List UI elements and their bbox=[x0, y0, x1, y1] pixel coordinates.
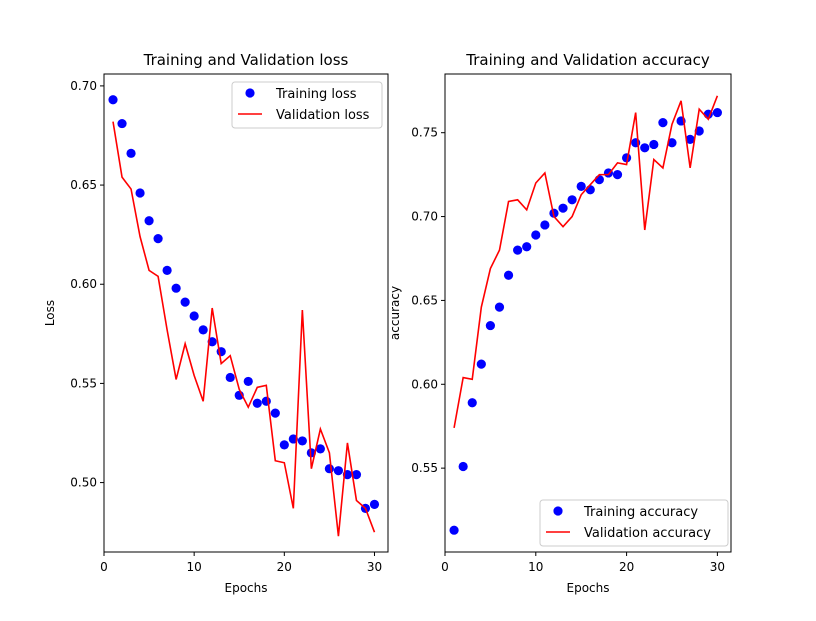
series-line-1 bbox=[453, 95, 719, 429]
x-tick-label: 0 bbox=[100, 560, 108, 574]
data-point bbox=[531, 230, 541, 240]
y-tick-label: 0.70 bbox=[411, 210, 438, 224]
chart-panel-1: Training and Validation accuracy Epochs ac… bbox=[388, 51, 732, 595]
x-axis-label: Epochs bbox=[567, 581, 610, 595]
chart-title: Training and Validation loss bbox=[143, 51, 349, 69]
legend-marker-swatch bbox=[245, 88, 255, 98]
data-point bbox=[153, 234, 163, 244]
data-point bbox=[126, 148, 136, 158]
data-point bbox=[252, 398, 262, 408]
data-point bbox=[658, 118, 668, 128]
data-point bbox=[485, 320, 495, 331]
data-point bbox=[225, 372, 235, 383]
legend: Training accuracy Validation accuracy bbox=[539, 499, 729, 547]
legend-marker-swatch bbox=[553, 506, 563, 516]
data-point bbox=[162, 265, 172, 275]
data-point bbox=[467, 398, 477, 408]
y-tick-label: 0.55 bbox=[70, 376, 97, 390]
chart-title: Training and Validation accuracy bbox=[465, 51, 710, 69]
legend: Training loss Validation loss bbox=[231, 81, 383, 129]
y-tick-label: 0.55 bbox=[411, 461, 438, 475]
data-point bbox=[594, 175, 604, 185]
data-point bbox=[135, 188, 145, 198]
y-axis-label: Loss bbox=[43, 300, 57, 326]
data-point bbox=[449, 525, 459, 535]
legend-label: Training accuracy bbox=[583, 505, 698, 520]
legend-label: Validation loss bbox=[276, 108, 370, 123]
data-point bbox=[576, 181, 586, 191]
x-axis-label: Epochs bbox=[225, 581, 268, 595]
data-point bbox=[180, 297, 190, 307]
legend-label: Training loss bbox=[275, 87, 357, 102]
data-point bbox=[712, 107, 722, 118]
plot-frame bbox=[444, 73, 732, 553]
x-tick-label: 30 bbox=[710, 560, 725, 574]
data-point bbox=[640, 143, 650, 153]
data-point bbox=[558, 203, 568, 213]
data-point bbox=[685, 134, 695, 145]
y-axis-label: accuracy bbox=[388, 286, 402, 340]
data-point bbox=[198, 325, 208, 335]
data-point bbox=[243, 376, 253, 387]
series-line-1 bbox=[112, 121, 376, 537]
y-tick-label: 0.60 bbox=[411, 377, 438, 391]
data-point bbox=[494, 302, 505, 312]
data-point bbox=[144, 216, 154, 226]
data-point bbox=[612, 170, 623, 180]
legend-box bbox=[231, 81, 383, 129]
legend-label: Validation accuracy bbox=[584, 526, 711, 541]
chart-panel-0: Training and Validation loss Epochs Loss 0 1… bbox=[43, 51, 389, 595]
data-point bbox=[503, 270, 514, 280]
data-point bbox=[333, 466, 344, 476]
data-point bbox=[458, 461, 468, 472]
y-tick-label: 0.65 bbox=[70, 178, 97, 192]
x-tick-label: 20 bbox=[619, 560, 634, 574]
data-point bbox=[261, 396, 271, 406]
legend-box bbox=[539, 499, 729, 547]
data-point bbox=[585, 185, 595, 195]
y-tick-label: 0.75 bbox=[411, 126, 438, 140]
x-tick-label: 20 bbox=[277, 560, 292, 574]
data-point bbox=[108, 95, 118, 105]
data-point bbox=[649, 139, 659, 150]
data-point bbox=[270, 408, 280, 418]
data-point bbox=[351, 470, 362, 480]
x-tick-label: 0 bbox=[441, 560, 449, 574]
data-point bbox=[369, 499, 380, 509]
data-point bbox=[540, 220, 550, 230]
data-point bbox=[189, 311, 199, 321]
y-tick-label: 0.70 bbox=[70, 79, 97, 93]
data-point bbox=[315, 444, 325, 454]
data-point bbox=[297, 436, 307, 446]
data-point bbox=[279, 440, 289, 450]
data-point bbox=[513, 245, 523, 255]
plot-frame bbox=[103, 73, 389, 553]
data-point bbox=[171, 283, 181, 293]
y-tick-label: 0.50 bbox=[70, 476, 97, 490]
data-point bbox=[567, 195, 577, 205]
data-point bbox=[476, 359, 486, 369]
data-point bbox=[117, 118, 127, 129]
data-point bbox=[324, 464, 334, 474]
x-tick-label: 30 bbox=[367, 560, 382, 574]
x-tick-label: 10 bbox=[528, 560, 543, 574]
y-tick-label: 0.60 bbox=[70, 277, 97, 291]
y-tick-label: 0.65 bbox=[411, 293, 438, 307]
x-tick-label: 10 bbox=[187, 560, 202, 574]
data-point bbox=[522, 242, 532, 252]
data-point bbox=[667, 138, 677, 148]
